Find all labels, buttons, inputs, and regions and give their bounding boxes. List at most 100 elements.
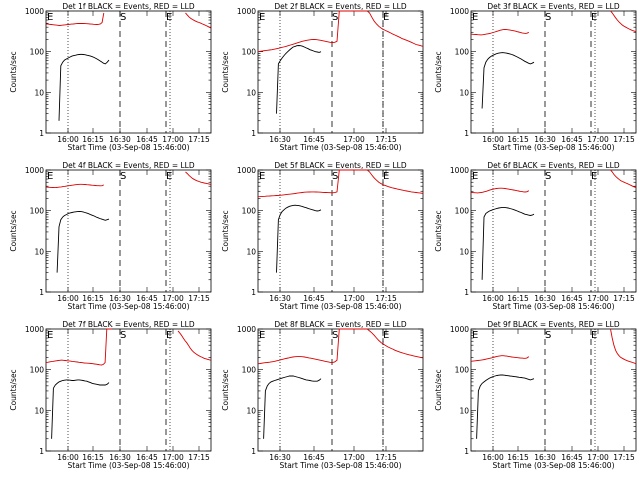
detector-plot-4: Det 4f BLACK = Events, RED = LLD 1 10 100 10…	[9, 161, 212, 311]
y-tick-label: 1000	[25, 7, 44, 16]
plot-title: Det 5f BLACK = Events, RED = LLD	[274, 161, 407, 170]
y-tick-label: 100	[242, 207, 257, 216]
x-tick-label: 17:00	[162, 135, 184, 144]
marker-s: S	[545, 12, 551, 23]
y-tick-label: 100	[455, 366, 470, 375]
x-tick-label: 16:45	[136, 135, 158, 144]
y-tick-label: 1	[464, 447, 469, 456]
y-tick-label: 100	[242, 48, 257, 57]
marker-e: E	[47, 12, 53, 23]
lld-series-line	[257, 10, 424, 53]
events-series-line	[56, 210, 110, 273]
lld-series-line	[45, 12, 212, 29]
y-tick-label: 100	[30, 48, 45, 57]
x-tick-label: 16:15	[82, 294, 104, 303]
x-tick-label: 17:15	[375, 294, 397, 303]
marker-s: S	[120, 12, 126, 23]
marker-e: E	[259, 171, 265, 182]
y-tick-label: 1000	[25, 166, 44, 175]
x-tick-label: 16:30	[109, 294, 131, 303]
plot-frame	[257, 10, 424, 134]
x-tick-label: 17:15	[613, 453, 635, 462]
y-tick-label: 10	[246, 406, 256, 415]
x-axis-label: Start Time (03-Sep-08 15:46:00)	[493, 143, 615, 152]
marker-e: E	[259, 12, 265, 23]
detector-plot-9: Det 9f BLACK = Events, RED = LLD 1 10 100 10…	[434, 320, 637, 470]
x-tick-label: 16:45	[136, 294, 158, 303]
x-tick-label: 16:30	[109, 453, 131, 462]
detector-plot-1: Det 1f BLACK = Events, RED = LLD 1 10 100 10…	[9, 2, 212, 152]
plot-title: Det 3f BLACK = Events, RED = LLD	[487, 2, 620, 11]
y-tick-label: 1	[464, 288, 469, 297]
marker-s: S	[332, 330, 338, 341]
x-tick-label: 17:15	[188, 453, 210, 462]
events-series-line	[481, 52, 535, 109]
plot-frame	[470, 328, 637, 452]
x-tick-label: 17:15	[188, 135, 210, 144]
marker-e-second: E	[166, 330, 172, 341]
y-tick-label: 100	[242, 366, 257, 375]
detector-plot-6: Det 6f BLACK = Events, RED = LLD 1 10 100 10…	[434, 161, 637, 311]
x-tick-label: 16:00	[57, 135, 79, 144]
y-tick-label: 1	[39, 288, 44, 297]
y-tick-label: 1000	[450, 325, 469, 334]
x-tick-label: 17:15	[188, 294, 210, 303]
plot-title: Det 4f BLACK = Events, RED = LLD	[62, 161, 195, 170]
marker-e: E	[472, 330, 478, 341]
x-tick-label: 17:00	[587, 453, 609, 462]
y-axis-label: Counts/sec	[221, 51, 230, 92]
x-tick-label: 17:00	[587, 294, 609, 303]
x-axis-label: Start Time (03-Sep-08 15:46:00)	[68, 143, 190, 152]
x-tick-label: 16:30	[269, 453, 291, 462]
y-tick-label: 10	[246, 247, 256, 256]
y-tick-label: 1	[251, 129, 256, 138]
x-axis-label: Start Time (03-Sep-08 15:46:00)	[493, 302, 615, 311]
x-tick-label: 17:15	[375, 453, 397, 462]
marker-e-second: E	[166, 12, 172, 23]
plot-frame	[257, 169, 424, 293]
detector-plot-8: Det 8f BLACK = Events, RED = LLD 1 10 100 10…	[221, 320, 424, 470]
plot-title: Det 1f BLACK = Events, RED = LLD	[62, 2, 195, 11]
x-tick-label: 16:15	[507, 294, 529, 303]
y-axis-label: Counts/sec	[9, 51, 18, 92]
y-tick-label: 10	[34, 406, 44, 415]
x-tick-label: 16:45	[561, 453, 583, 462]
x-tick-label: 16:00	[482, 135, 504, 144]
y-tick-label: 10	[459, 406, 469, 415]
plot-title: Det 2f BLACK = Events, RED = LLD	[274, 2, 407, 11]
y-axis-label: Counts/sec	[221, 210, 230, 251]
y-tick-label: 10	[459, 247, 469, 256]
x-tick-label: 16:30	[269, 294, 291, 303]
x-tick-label: 16:00	[57, 453, 79, 462]
y-tick-label: 1000	[237, 325, 256, 334]
x-axis-label: Start Time (03-Sep-08 15:46:00)	[280, 143, 402, 152]
x-tick-label: 17:00	[343, 135, 365, 144]
events-series-line	[51, 379, 110, 439]
lld-series-line	[470, 169, 637, 194]
y-tick-label: 100	[30, 366, 45, 375]
x-axis-label: Start Time (03-Sep-08 15:46:00)	[68, 302, 190, 311]
x-tick-label: 16:30	[534, 135, 556, 144]
marker-e: E	[259, 330, 265, 341]
y-tick-label: 100	[30, 207, 45, 216]
events-series-line	[481, 206, 535, 280]
x-tick-label: 16:45	[303, 453, 325, 462]
plot-title: Det 9f BLACK = Events, RED = LLD	[487, 320, 620, 329]
marker-e: E	[47, 330, 53, 341]
y-tick-label: 1000	[25, 325, 44, 334]
detector-plot-2: Det 2f BLACK = Events, RED = LLD 1 10 100 10…	[221, 2, 424, 152]
plot-frame	[45, 10, 212, 134]
x-tick-label: 16:30	[109, 135, 131, 144]
x-tick-label: 16:00	[482, 453, 504, 462]
plot-title: Det 7f BLACK = Events, RED = LLD	[62, 320, 195, 329]
detector-plot-3: Det 3f BLACK = Events, RED = LLD 1 10 100 10…	[434, 2, 637, 152]
y-tick-label: 10	[246, 88, 256, 97]
events-series-line	[276, 45, 322, 114]
x-tick-label: 17:15	[613, 135, 635, 144]
y-axis-label: Counts/sec	[434, 369, 443, 410]
marker-e-second: E	[591, 330, 597, 341]
marker-s: S	[332, 12, 338, 23]
y-tick-label: 10	[459, 88, 469, 97]
x-axis-label: Start Time (03-Sep-08 15:46:00)	[68, 461, 190, 470]
plot-title: Det 8f BLACK = Events, RED = LLD	[274, 320, 407, 329]
